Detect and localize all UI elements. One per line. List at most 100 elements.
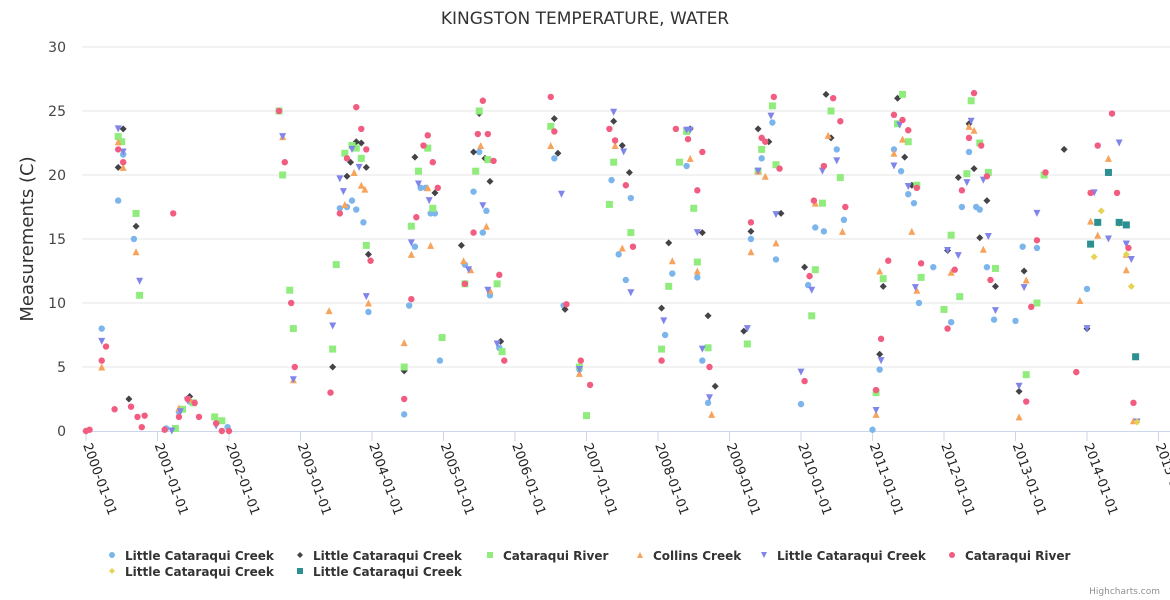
data-point[interactable] xyxy=(1073,368,1080,376)
data-point[interactable] xyxy=(586,381,594,389)
data-point[interactable] xyxy=(161,426,168,433)
data-point[interactable] xyxy=(1127,255,1135,263)
data-point[interactable] xyxy=(672,125,680,133)
data-point[interactable] xyxy=(1022,276,1030,284)
data-point[interactable] xyxy=(618,142,626,150)
data-point[interactable] xyxy=(168,427,176,435)
data-point[interactable] xyxy=(665,282,673,290)
data-point[interactable] xyxy=(694,274,701,281)
data-point[interactable] xyxy=(136,291,144,299)
data-point[interactable] xyxy=(427,241,435,249)
data-point[interactable] xyxy=(1033,237,1041,244)
data-point[interactable] xyxy=(353,206,360,213)
data-point[interactable] xyxy=(431,189,439,197)
data-point[interactable] xyxy=(1122,240,1130,248)
data-point[interactable] xyxy=(951,266,958,273)
data-point[interactable] xyxy=(438,334,446,342)
data-point[interactable] xyxy=(661,331,669,339)
data-point[interactable] xyxy=(362,163,370,171)
legend-symbol-icon[interactable] xyxy=(109,552,115,558)
data-point[interactable] xyxy=(965,134,973,142)
data-point[interactable] xyxy=(976,206,983,213)
data-point[interactable] xyxy=(405,302,413,309)
data-point[interactable] xyxy=(119,163,127,171)
data-point[interactable] xyxy=(114,163,122,171)
data-point[interactable] xyxy=(286,286,294,294)
data-point[interactable] xyxy=(625,168,633,176)
data-point[interactable] xyxy=(699,148,706,156)
data-point[interactable] xyxy=(1122,221,1130,229)
data-point[interactable] xyxy=(829,95,837,102)
data-point[interactable] xyxy=(818,199,826,207)
data-point[interactable] xyxy=(424,144,432,152)
data-point[interactable] xyxy=(747,235,755,243)
data-point[interactable] xyxy=(364,299,372,307)
data-point[interactable] xyxy=(339,188,347,196)
data-point[interactable] xyxy=(606,125,613,133)
data-point[interactable] xyxy=(329,363,337,371)
data-point[interactable] xyxy=(976,234,984,242)
data-point[interactable] xyxy=(341,149,349,157)
data-point[interactable] xyxy=(474,130,482,138)
data-point[interactable] xyxy=(899,116,906,124)
data-point[interactable] xyxy=(1020,267,1028,275)
data-point[interactable] xyxy=(483,207,490,215)
data-point[interactable] xyxy=(754,167,762,175)
data-point[interactable] xyxy=(1020,284,1028,292)
data-point[interactable] xyxy=(812,224,819,231)
data-point[interactable] xyxy=(917,260,925,267)
data-point[interactable] xyxy=(114,197,122,204)
data-point[interactable] xyxy=(836,174,844,182)
data-point[interactable] xyxy=(910,199,918,207)
data-point[interactable] xyxy=(353,103,360,111)
data-point[interactable] xyxy=(479,202,487,210)
data-point[interactable] xyxy=(947,319,955,326)
data-point[interactable] xyxy=(218,417,226,425)
data-point[interactable] xyxy=(699,357,706,364)
data-point[interactable] xyxy=(905,127,912,134)
data-point[interactable] xyxy=(355,163,363,171)
data-point[interactable] xyxy=(772,239,780,247)
data-point[interactable] xyxy=(963,170,971,178)
data-point[interactable] xyxy=(472,167,480,175)
data-point[interactable] xyxy=(1033,299,1041,307)
data-point[interactable] xyxy=(336,210,344,217)
data-point[interactable] xyxy=(627,289,635,297)
data-point[interactable] xyxy=(336,175,344,183)
data-point[interactable] xyxy=(743,325,751,333)
data-point[interactable] xyxy=(869,426,876,433)
data-point[interactable] xyxy=(872,410,880,418)
data-point[interactable] xyxy=(1083,285,1091,293)
data-point[interactable] xyxy=(811,266,819,274)
data-point[interactable] xyxy=(1094,231,1102,239)
data-point[interactable] xyxy=(479,229,487,236)
data-point[interactable] xyxy=(706,363,713,371)
highcharts-credit[interactable]: Highcharts.com xyxy=(1089,587,1160,597)
data-point[interactable] xyxy=(98,325,105,332)
data-point[interactable] xyxy=(111,406,118,413)
data-point[interactable] xyxy=(890,111,898,119)
data-point[interactable] xyxy=(913,286,921,294)
data-point[interactable] xyxy=(547,142,555,150)
data-point[interactable] xyxy=(425,197,433,205)
data-point[interactable] xyxy=(820,228,828,235)
data-point[interactable] xyxy=(1076,296,1084,304)
data-point[interactable] xyxy=(1022,371,1030,379)
data-point[interactable] xyxy=(876,350,884,358)
data-point[interactable] xyxy=(1104,154,1112,162)
data-point[interactable] xyxy=(114,146,122,153)
data-point[interactable] xyxy=(915,299,923,307)
data-point[interactable] xyxy=(879,275,887,283)
data-point[interactable] xyxy=(842,203,849,211)
data-point[interactable] xyxy=(747,219,755,226)
data-point[interactable] xyxy=(1015,382,1023,390)
data-point[interactable] xyxy=(762,138,769,145)
data-point[interactable] xyxy=(885,257,892,264)
data-point[interactable] xyxy=(711,382,719,390)
data-point[interactable] xyxy=(954,174,962,182)
legend-symbol-icon[interactable] xyxy=(637,552,643,558)
data-point[interactable] xyxy=(899,90,907,98)
legend-item[interactable]: Little Cataraqui Creek xyxy=(297,565,463,579)
data-point[interactable] xyxy=(879,282,887,290)
data-point[interactable] xyxy=(1115,139,1123,147)
